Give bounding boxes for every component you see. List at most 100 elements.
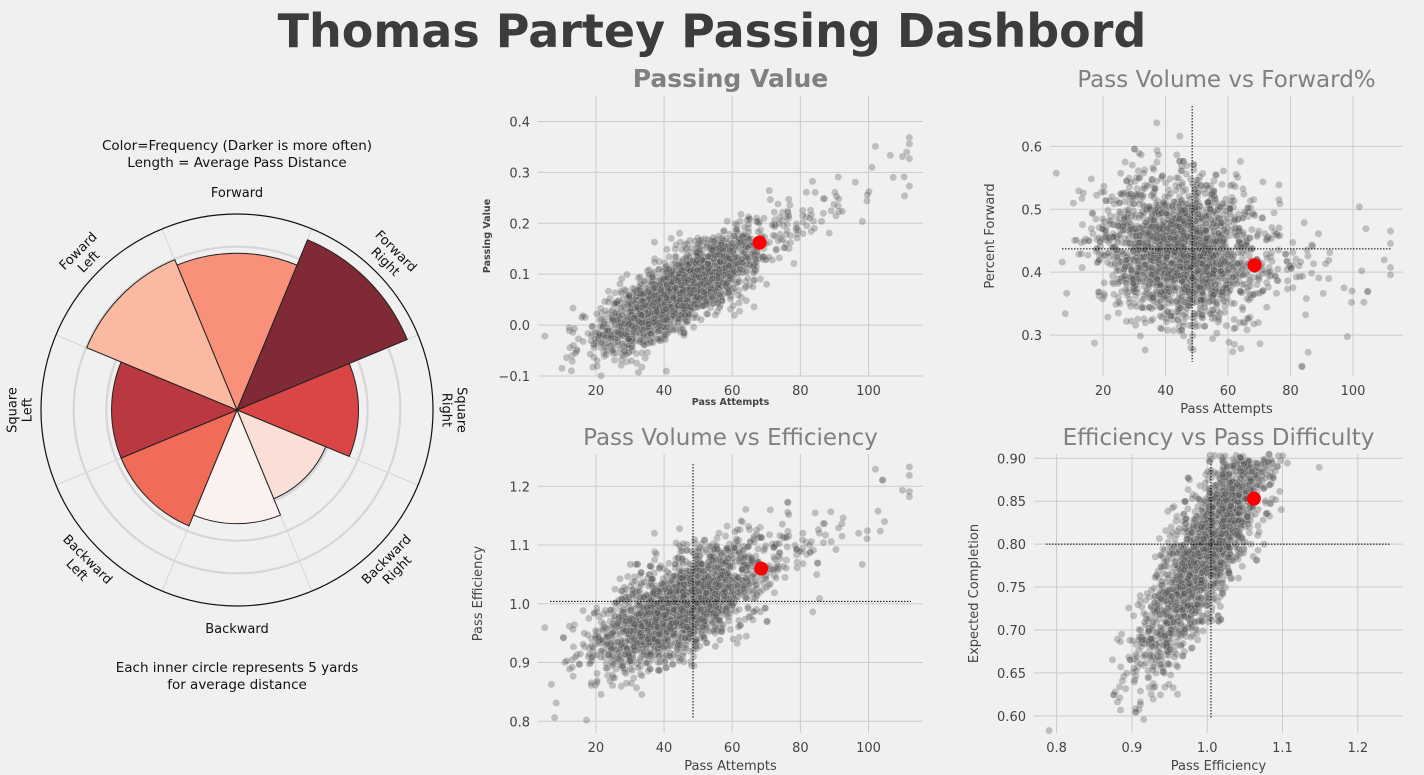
scatter-point bbox=[571, 349, 580, 357]
scatter-point bbox=[715, 232, 723, 240]
highlight-point bbox=[752, 235, 767, 250]
scatter-point bbox=[770, 220, 779, 229]
scatter-point bbox=[889, 173, 898, 182]
scatter-point bbox=[1314, 229, 1323, 238]
scatter-point bbox=[1103, 313, 1112, 321]
scatter-point bbox=[680, 328, 688, 337]
scatter-point bbox=[712, 264, 720, 273]
scatter-point bbox=[675, 229, 684, 238]
scatter-point bbox=[742, 296, 751, 305]
scatter-point bbox=[700, 276, 709, 284]
scatter-point bbox=[1283, 277, 1292, 285]
scatter-points bbox=[1052, 118, 1395, 371]
scatter-point bbox=[1136, 332, 1145, 340]
scatter-point bbox=[650, 315, 659, 323]
scatter-point bbox=[650, 298, 659, 306]
scatter-point bbox=[678, 245, 686, 254]
scatter-point bbox=[708, 285, 717, 293]
radar-bar bbox=[176, 252, 298, 412]
scatter-point bbox=[1226, 181, 1235, 190]
scatter-point bbox=[1228, 347, 1237, 356]
scatter-point bbox=[740, 233, 749, 242]
scatter-point bbox=[1115, 199, 1124, 207]
scatter-point bbox=[679, 324, 687, 333]
scatter-point bbox=[736, 265, 745, 274]
scatter-point bbox=[680, 328, 689, 337]
scatter-point bbox=[709, 267, 717, 276]
scatter-point bbox=[631, 316, 640, 325]
scatter-point bbox=[1152, 235, 1161, 243]
scatter-point bbox=[1125, 295, 1134, 304]
scatter-point bbox=[657, 285, 666, 294]
scatter-point bbox=[704, 252, 712, 261]
scatter-point bbox=[1235, 224, 1243, 233]
scatter-point bbox=[661, 311, 670, 320]
scatter-point bbox=[650, 258, 659, 267]
scatter-point bbox=[805, 214, 814, 222]
scatter-point bbox=[1223, 214, 1232, 223]
scatter-point bbox=[723, 217, 731, 226]
scatter-point bbox=[625, 293, 634, 301]
scatter-point bbox=[719, 279, 728, 287]
scatter-point bbox=[1194, 210, 1202, 218]
scatter-point bbox=[1287, 264, 1296, 273]
scatter-point bbox=[1359, 298, 1368, 307]
scatter-point bbox=[1258, 214, 1267, 222]
scatter-panel-volume-forward: Pass Volume vs Forward%20 40 60 80 1000.30.4… bbox=[983, 67, 1403, 417]
scatter-point bbox=[702, 293, 711, 302]
scatter-point bbox=[652, 307, 661, 316]
scatter-point bbox=[1267, 223, 1276, 232]
scatter-point bbox=[682, 288, 691, 297]
y-tick-label: 0.9 bbox=[509, 657, 530, 672]
scatter-point bbox=[1216, 267, 1225, 276]
scatter-point bbox=[690, 300, 699, 309]
scatter-point bbox=[590, 343, 598, 352]
scatter-point bbox=[1116, 299, 1125, 308]
scatter-point bbox=[1166, 174, 1174, 183]
scatter-point bbox=[666, 277, 675, 286]
scatter-point bbox=[636, 338, 644, 346]
scatter-point bbox=[1271, 272, 1280, 281]
scatter-point bbox=[691, 269, 699, 278]
scatter-point bbox=[658, 304, 667, 313]
scatter-point bbox=[637, 289, 645, 298]
scatter-point bbox=[1222, 321, 1231, 330]
scatter-point bbox=[1233, 266, 1242, 275]
scatter-point bbox=[1221, 195, 1230, 204]
scatter-point bbox=[719, 227, 728, 236]
radar-bar bbox=[120, 409, 238, 527]
scatter-point bbox=[1179, 251, 1188, 260]
scatter-point bbox=[704, 259, 713, 268]
scatter-point bbox=[716, 636, 724, 645]
scatter-point bbox=[735, 254, 743, 263]
scatter-point bbox=[1115, 277, 1123, 286]
scatter-point bbox=[586, 350, 595, 358]
scatter-point bbox=[783, 220, 792, 228]
scatter-point bbox=[673, 302, 682, 311]
scatter-point bbox=[672, 302, 681, 310]
scatter-point bbox=[690, 311, 699, 319]
scatter-point bbox=[1192, 228, 1201, 237]
x-tick-label: 100 bbox=[856, 741, 881, 756]
scatter-point bbox=[1109, 243, 1118, 252]
scatter-point bbox=[1100, 188, 1108, 196]
scatter-point bbox=[1270, 208, 1278, 217]
scatter-point bbox=[1126, 178, 1135, 187]
scatter-point bbox=[678, 291, 687, 300]
scatter-point bbox=[567, 367, 576, 375]
scatter-point bbox=[905, 140, 914, 148]
scatter-point bbox=[1108, 278, 1117, 287]
scatter-point bbox=[617, 332, 625, 341]
radar-direction-label: Backward bbox=[205, 622, 269, 637]
scatter-point bbox=[1126, 190, 1135, 198]
scatter-point bbox=[1249, 290, 1258, 299]
scatter-point bbox=[1321, 259, 1330, 268]
scatter-point bbox=[642, 318, 651, 326]
scatter-point bbox=[741, 284, 749, 292]
scatter-point bbox=[685, 285, 694, 294]
radar-bars bbox=[86, 239, 408, 527]
scatter-point bbox=[695, 273, 704, 282]
scatter-point bbox=[1212, 171, 1220, 179]
scatter-point bbox=[690, 272, 699, 281]
scatter-point bbox=[680, 240, 689, 249]
